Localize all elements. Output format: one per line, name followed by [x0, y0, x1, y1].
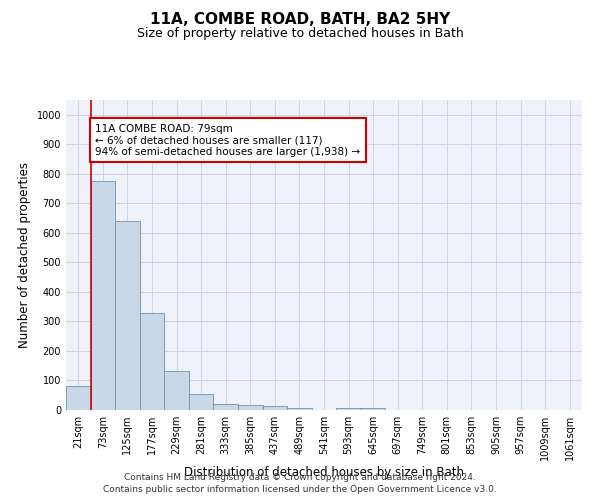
- Text: 11A COMBE ROAD: 79sqm
← 6% of detached houses are smaller (117)
94% of semi-deta: 11A COMBE ROAD: 79sqm ← 6% of detached h…: [95, 124, 361, 157]
- Bar: [115, 221, 140, 410]
- Bar: [263, 406, 287, 410]
- Bar: [189, 394, 214, 410]
- Bar: [287, 408, 312, 410]
- Bar: [91, 181, 115, 410]
- Text: 11A, COMBE ROAD, BATH, BA2 5HY: 11A, COMBE ROAD, BATH, BA2 5HY: [150, 12, 450, 28]
- Y-axis label: Number of detached properties: Number of detached properties: [18, 162, 31, 348]
- Text: Size of property relative to detached houses in Bath: Size of property relative to detached ho…: [137, 28, 463, 40]
- Text: Contains public sector information licensed under the Open Government Licence v3: Contains public sector information licen…: [103, 485, 497, 494]
- Text: Contains HM Land Registry data © Crown copyright and database right 2024.: Contains HM Land Registry data © Crown c…: [124, 472, 476, 482]
- Bar: [361, 408, 385, 410]
- Bar: [164, 371, 189, 410]
- Bar: [214, 404, 238, 410]
- Bar: [238, 404, 263, 410]
- X-axis label: Distribution of detached houses by size in Bath: Distribution of detached houses by size …: [184, 466, 464, 478]
- Bar: [140, 312, 164, 410]
- Bar: [66, 386, 91, 410]
- Bar: [336, 408, 361, 410]
